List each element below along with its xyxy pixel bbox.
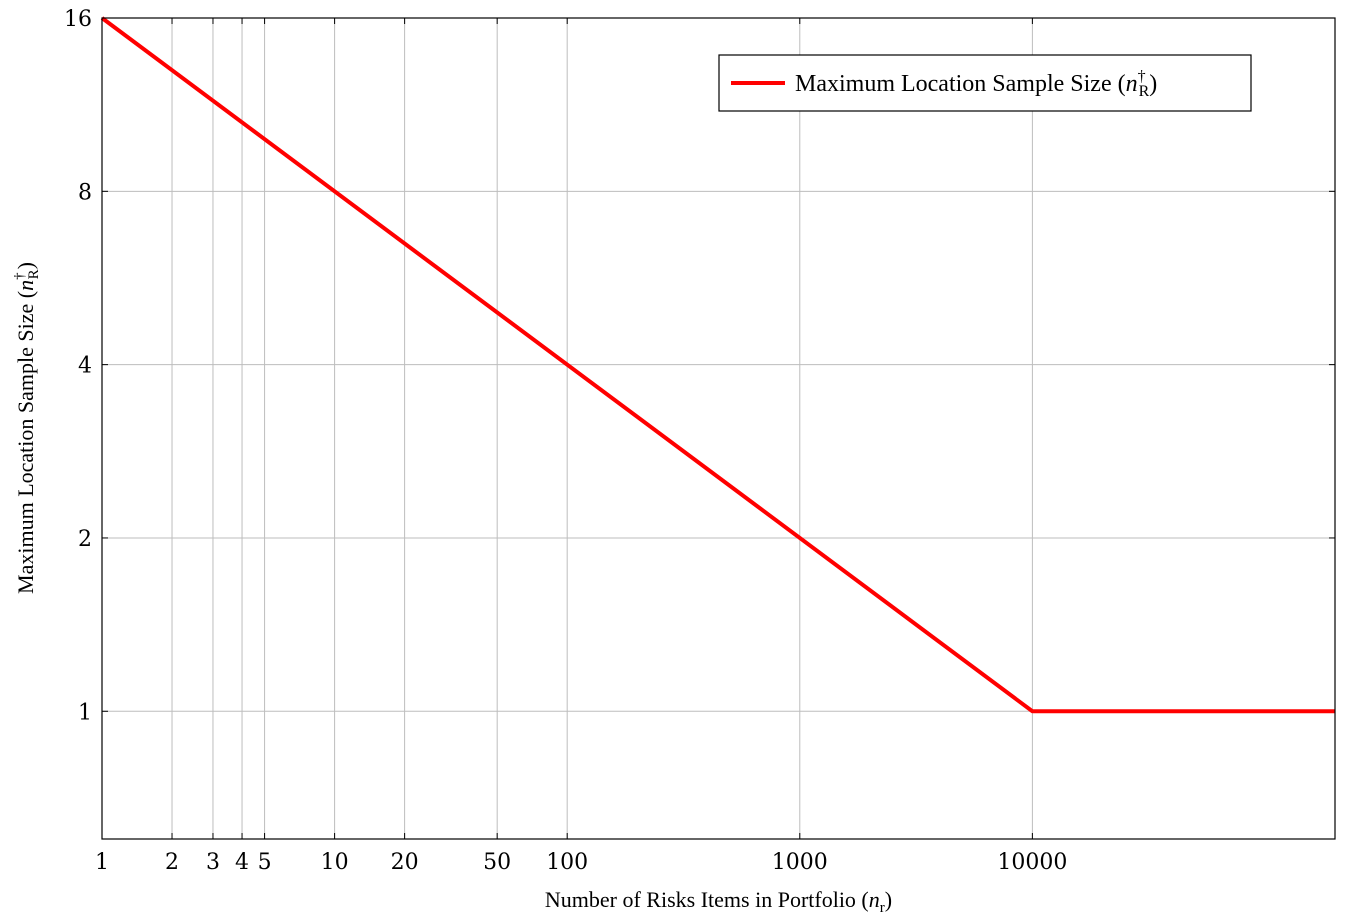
x-tick-label: 1000 (772, 850, 828, 875)
y-axis-label: Maximum Location Sample Size (n†R) (12, 262, 42, 594)
axis-ticks (101, 17, 1335, 839)
x-tick-labels: 1 2 3 4 5 10 20 50 100 1000 10000 (95, 850, 1067, 875)
y-tick-label: 16 (64, 7, 92, 32)
y-tick-labels: 1 2 4 8 16 (64, 7, 92, 725)
grid (101, 17, 1335, 839)
series-layer (100, 16, 1335, 714)
y-tick-label: 8 (78, 180, 92, 205)
x-axis-label: Number of Risks Items in Portfolio (nr) (545, 887, 892, 916)
x-tick-label: 3 (206, 850, 220, 875)
y-tick-label: 2 (78, 527, 92, 552)
legend: Maximum Location Sample Size (n† R) (718, 54, 1252, 112)
x-tick-label: 20 (391, 850, 419, 875)
x-tick-label: 50 (483, 850, 511, 875)
x-tick-label: 100 (546, 850, 588, 875)
legend-box (718, 54, 1252, 112)
plot-frame (101, 17, 1336, 840)
legend-label: Maximum Location Sample Size (n† R) (795, 68, 1157, 100)
y-tick-label: 1 (78, 700, 92, 725)
x-tick-label: 2 (165, 850, 179, 875)
x-tick-label: 10000 (997, 850, 1067, 875)
x-tick-label: 1 (95, 850, 109, 875)
x-tick-label: 4 (235, 850, 249, 875)
x-tick-label: 10 (321, 850, 349, 875)
series-line (100, 16, 1335, 714)
x-tick-label: 5 (258, 850, 272, 875)
y-tick-label: 4 (78, 354, 92, 379)
